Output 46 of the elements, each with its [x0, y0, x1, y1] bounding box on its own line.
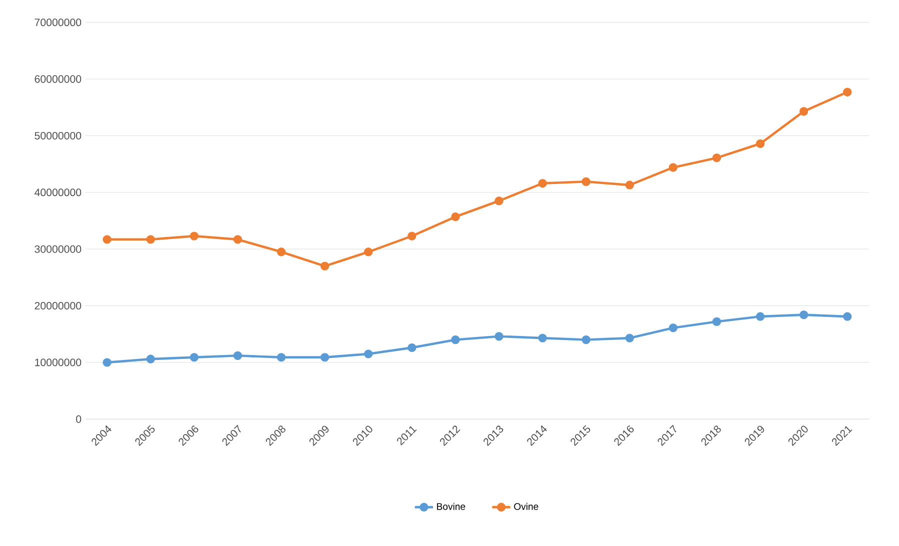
point	[276, 352, 286, 362]
point	[190, 232, 199, 240]
point	[320, 352, 330, 362]
point	[494, 332, 504, 341]
point	[799, 107, 808, 116]
legend-label: Ovine	[514, 502, 538, 510]
point	[712, 317, 722, 326]
point	[408, 232, 416, 240]
y-tick-label: 60000000	[34, 75, 82, 83]
point	[233, 235, 242, 244]
point	[582, 177, 590, 186]
point	[799, 310, 808, 320]
point	[582, 335, 590, 344]
point	[494, 196, 504, 206]
point	[843, 88, 852, 96]
point	[625, 334, 634, 342]
point	[451, 212, 460, 222]
point	[538, 334, 547, 342]
point	[276, 248, 286, 256]
legend-label: Bovine	[437, 502, 466, 510]
point	[102, 235, 112, 244]
y-tick-label: 20000000	[34, 302, 82, 310]
point	[233, 351, 242, 360]
point	[756, 312, 765, 321]
y-tick-label: 30000000	[34, 245, 82, 253]
point	[320, 262, 330, 270]
point	[538, 178, 547, 188]
point	[451, 335, 460, 344]
point	[190, 352, 199, 362]
point	[364, 350, 373, 358]
point	[625, 180, 634, 190]
point	[408, 343, 416, 352]
point	[668, 163, 678, 172]
y-tick-label: 40000000	[34, 188, 82, 196]
y-tick-label: 0	[76, 415, 82, 423]
point	[146, 354, 155, 364]
point	[843, 312, 852, 321]
point	[364, 248, 373, 256]
y-tick-label: 10000000	[35, 358, 82, 366]
y-tick-label: 70000000	[34, 18, 82, 26]
point	[712, 153, 722, 162]
y-tick-label: 50000000	[34, 132, 82, 140]
point	[668, 324, 678, 332]
point	[102, 358, 112, 367]
point	[146, 235, 155, 244]
point	[756, 139, 765, 148]
